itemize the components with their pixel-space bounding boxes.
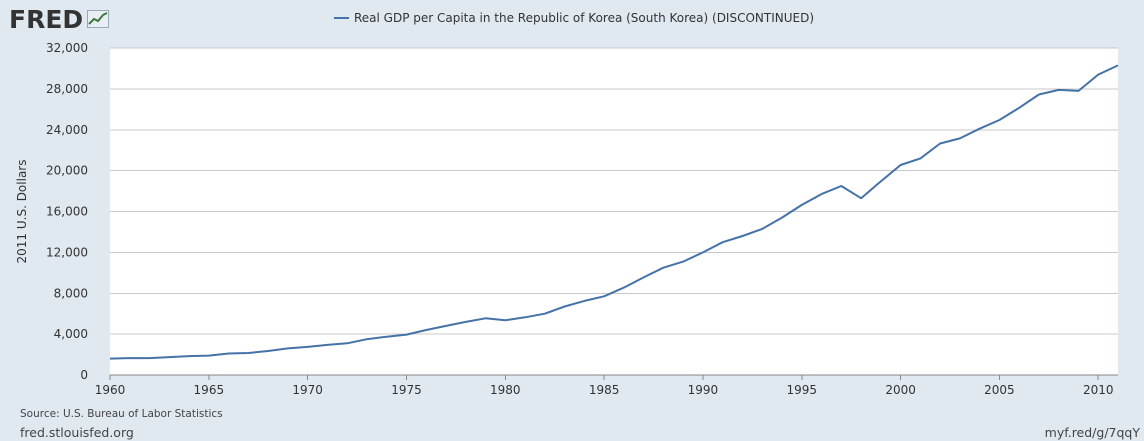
y-axis-title: 2011 U.S. Dollars (15, 160, 29, 264)
y-tick-label: 28,000 (46, 82, 88, 96)
trend-graph-icon (87, 9, 110, 32)
y-tick-label: 20,000 (46, 164, 88, 178)
chart-legend: Real GDP per Capita in the Republic of K… (0, 11, 1144, 25)
x-tick-label: 1960 (95, 383, 126, 397)
y-tick-label: 12,000 (46, 245, 88, 259)
x-tick-label: 1970 (292, 383, 323, 397)
y-tick-label: 32,000 (46, 41, 88, 55)
y-tick-label: 0 (80, 368, 88, 382)
x-axis-tick-labels: 1960 1965 1970 1975 1980 1985 1990 1995 2000 2005… (95, 375, 1114, 397)
x-tick-label: 1975 (391, 383, 422, 397)
short-url-link[interactable]: myf.red/g/7qqY (1044, 425, 1140, 440)
legend-label: Real GDP per Capita in the Republic of K… (353, 11, 815, 25)
x-tick-label: 1995 (786, 383, 817, 397)
y-tick-label: 16,000 (46, 205, 88, 219)
source-note: Source: U.S. Bureau of Labor Statistics (20, 408, 223, 420)
x-tick-label: 2005 (984, 383, 1015, 397)
y-tick-label: 4,000 (54, 327, 88, 341)
x-tick-label: 2000 (885, 383, 916, 397)
y-axis-tick-labels: 0 4,000 8,000 12,000 16,000 20,000 24,000 28,00… (46, 41, 88, 382)
y-tick-label: 24,000 (46, 123, 88, 137)
x-tick-label: 1990 (688, 383, 719, 397)
x-tick-label: 1965 (194, 383, 225, 397)
series-layer (109, 64, 1119, 360)
x-tick-label: 2010 (1083, 383, 1114, 397)
x-tick-label: 1980 (490, 383, 521, 397)
site-url-link[interactable]: fred.stlouisfed.org (20, 425, 134, 440)
fred-logo[interactable]: FRED (9, 5, 110, 34)
y-tick-label: 8,000 (54, 286, 88, 300)
y-gridlines (110, 47, 1118, 376)
legend-swatch (333, 17, 349, 19)
series-line (109, 64, 1119, 360)
x-tick-label: 1985 (589, 383, 620, 397)
fred-logo-text: FRED (9, 5, 84, 34)
